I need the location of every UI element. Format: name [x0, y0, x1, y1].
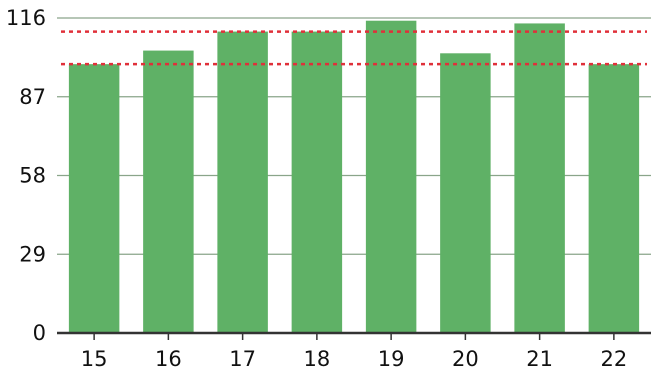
reference-lines — [61, 30, 647, 66]
bar — [514, 23, 565, 334]
x-tick-label: 16 — [155, 347, 182, 371]
y-tick-label: 58 — [19, 164, 46, 188]
bar — [217, 31, 268, 334]
x-tick-label: 22 — [601, 347, 628, 371]
x-tick-label: 20 — [452, 347, 479, 371]
x-tick-label: 17 — [229, 347, 256, 371]
x-tick-label: 15 — [81, 347, 108, 371]
y-tick-label: 29 — [19, 242, 46, 266]
axes: 0 29 58 87 116 15 16 17 18 19 20 21 22 — [6, 6, 651, 371]
bars — [68, 20, 640, 334]
bar — [68, 64, 120, 334]
bar — [291, 31, 343, 334]
y-tick-label: 0 — [33, 321, 46, 345]
y-tick-label: 116 — [6, 6, 46, 30]
bar — [143, 50, 194, 333]
x-tick-label: 19 — [378, 347, 405, 371]
bar — [440, 53, 491, 333]
x-tick-label: 21 — [526, 347, 553, 371]
y-tick-label: 87 — [19, 85, 46, 109]
x-tick-label: 18 — [304, 347, 331, 371]
bar — [588, 64, 640, 334]
bar — [365, 20, 417, 334]
